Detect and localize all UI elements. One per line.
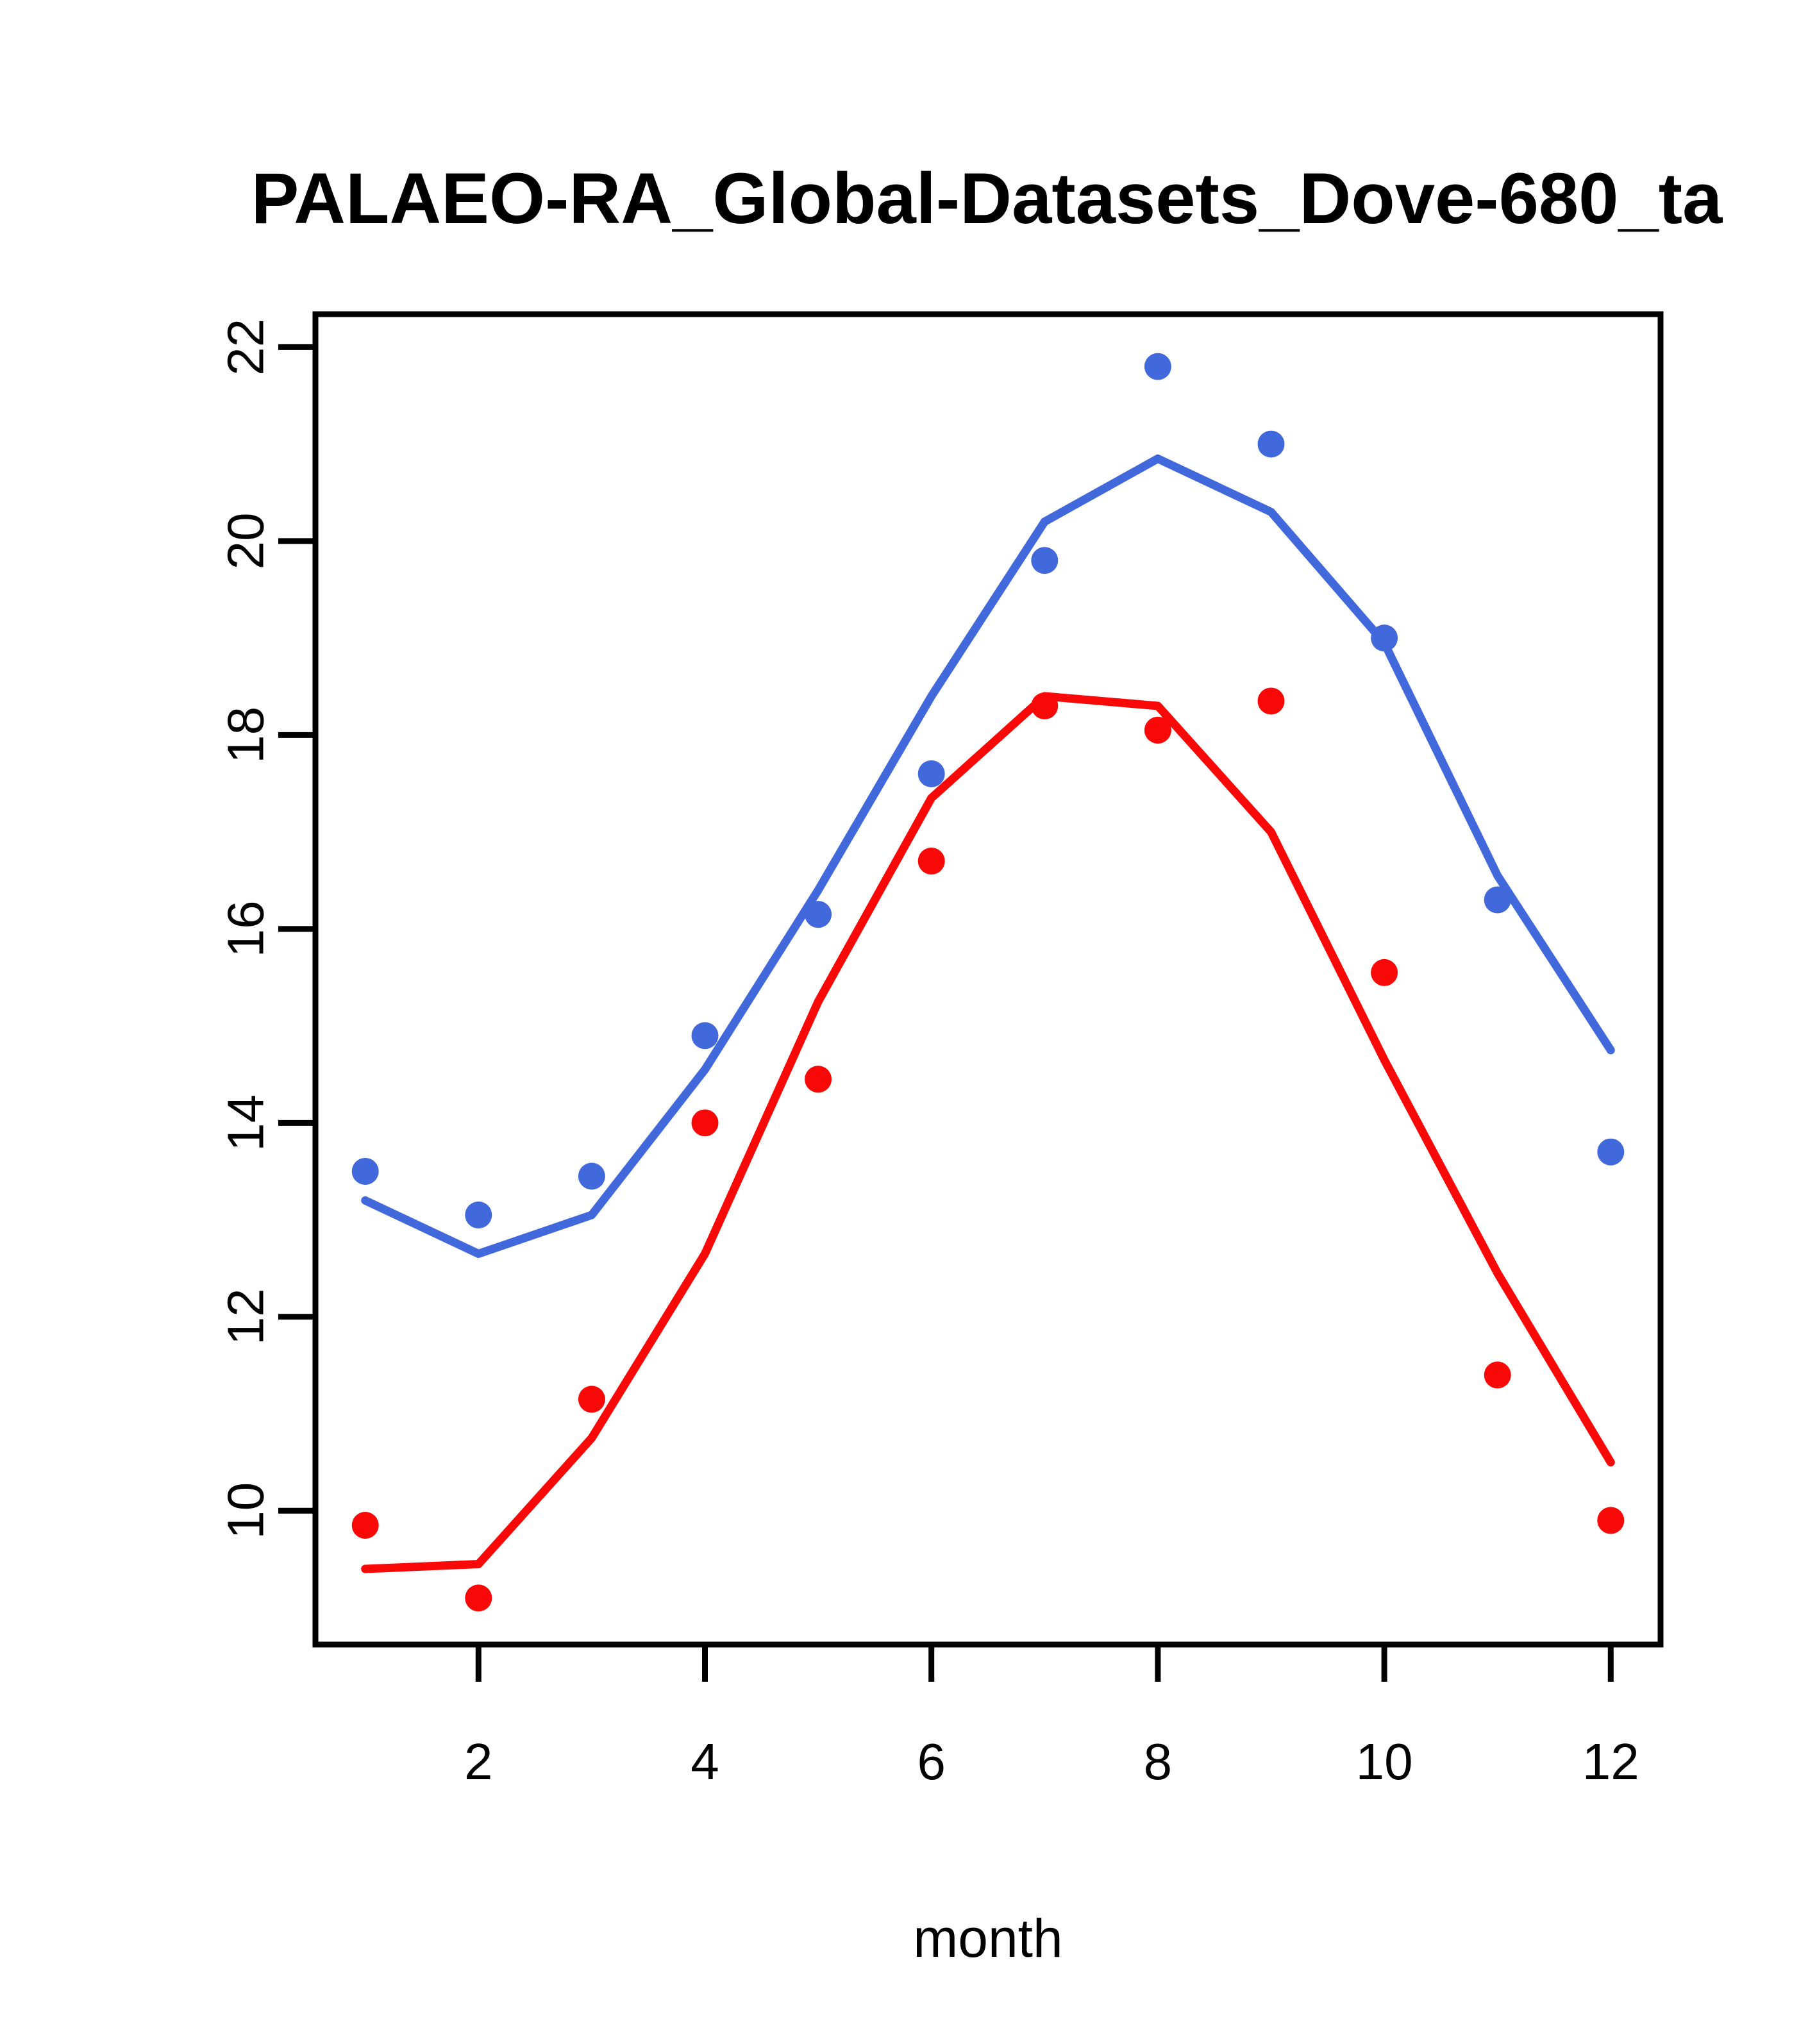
red-observation-point [917,847,945,875]
blue-observation-point [351,1157,379,1185]
y-tick-label: 18 [217,707,274,764]
x-tick-label: 10 [1356,1733,1413,1790]
x-tick-label: 4 [691,1733,719,1790]
red-line [361,692,1615,1573]
blue-observation-point [1144,353,1171,380]
chart-title: PALAEO-RA_Global-Datasets_Dove-680_ta [251,158,1723,239]
y-tick-label: 10 [217,1482,274,1539]
x-axis-label: month [913,1908,1062,1968]
x-tick-label: 12 [1582,1733,1639,1790]
x-tick-label: 2 [464,1733,493,1790]
red-observation-point [578,1386,605,1413]
blue-observation-point [578,1162,605,1190]
blue-observation-point [465,1202,492,1229]
plot-box [312,311,1664,1648]
red-observation-point [1597,1507,1625,1534]
blue-observation-point [1257,430,1285,458]
x-tick-label: 6 [917,1733,946,1790]
y-tick-label: 16 [217,900,274,957]
x-tick-label: 8 [1144,1733,1173,1790]
blue-observation-point [1031,547,1059,574]
red-observation-point [1484,1361,1511,1389]
red-observation-point [1144,716,1171,744]
y-tick-label: 20 [217,512,274,569]
blue-observation-point [917,760,945,787]
blue-observation-point [1597,1138,1625,1166]
blue-observation-point [691,1022,719,1050]
y-tick-label: 12 [217,1288,274,1345]
red-observation-point [805,1066,832,1093]
red-observation-point [351,1511,379,1539]
blue-line [361,454,1615,1259]
red-observation-point [691,1109,719,1137]
y-tick-label: 22 [217,319,274,376]
red-observation-point [1371,959,1398,986]
y-tick-label: 14 [217,1094,274,1152]
red-observation-point [1257,687,1285,715]
red-observation-point [465,1584,492,1612]
